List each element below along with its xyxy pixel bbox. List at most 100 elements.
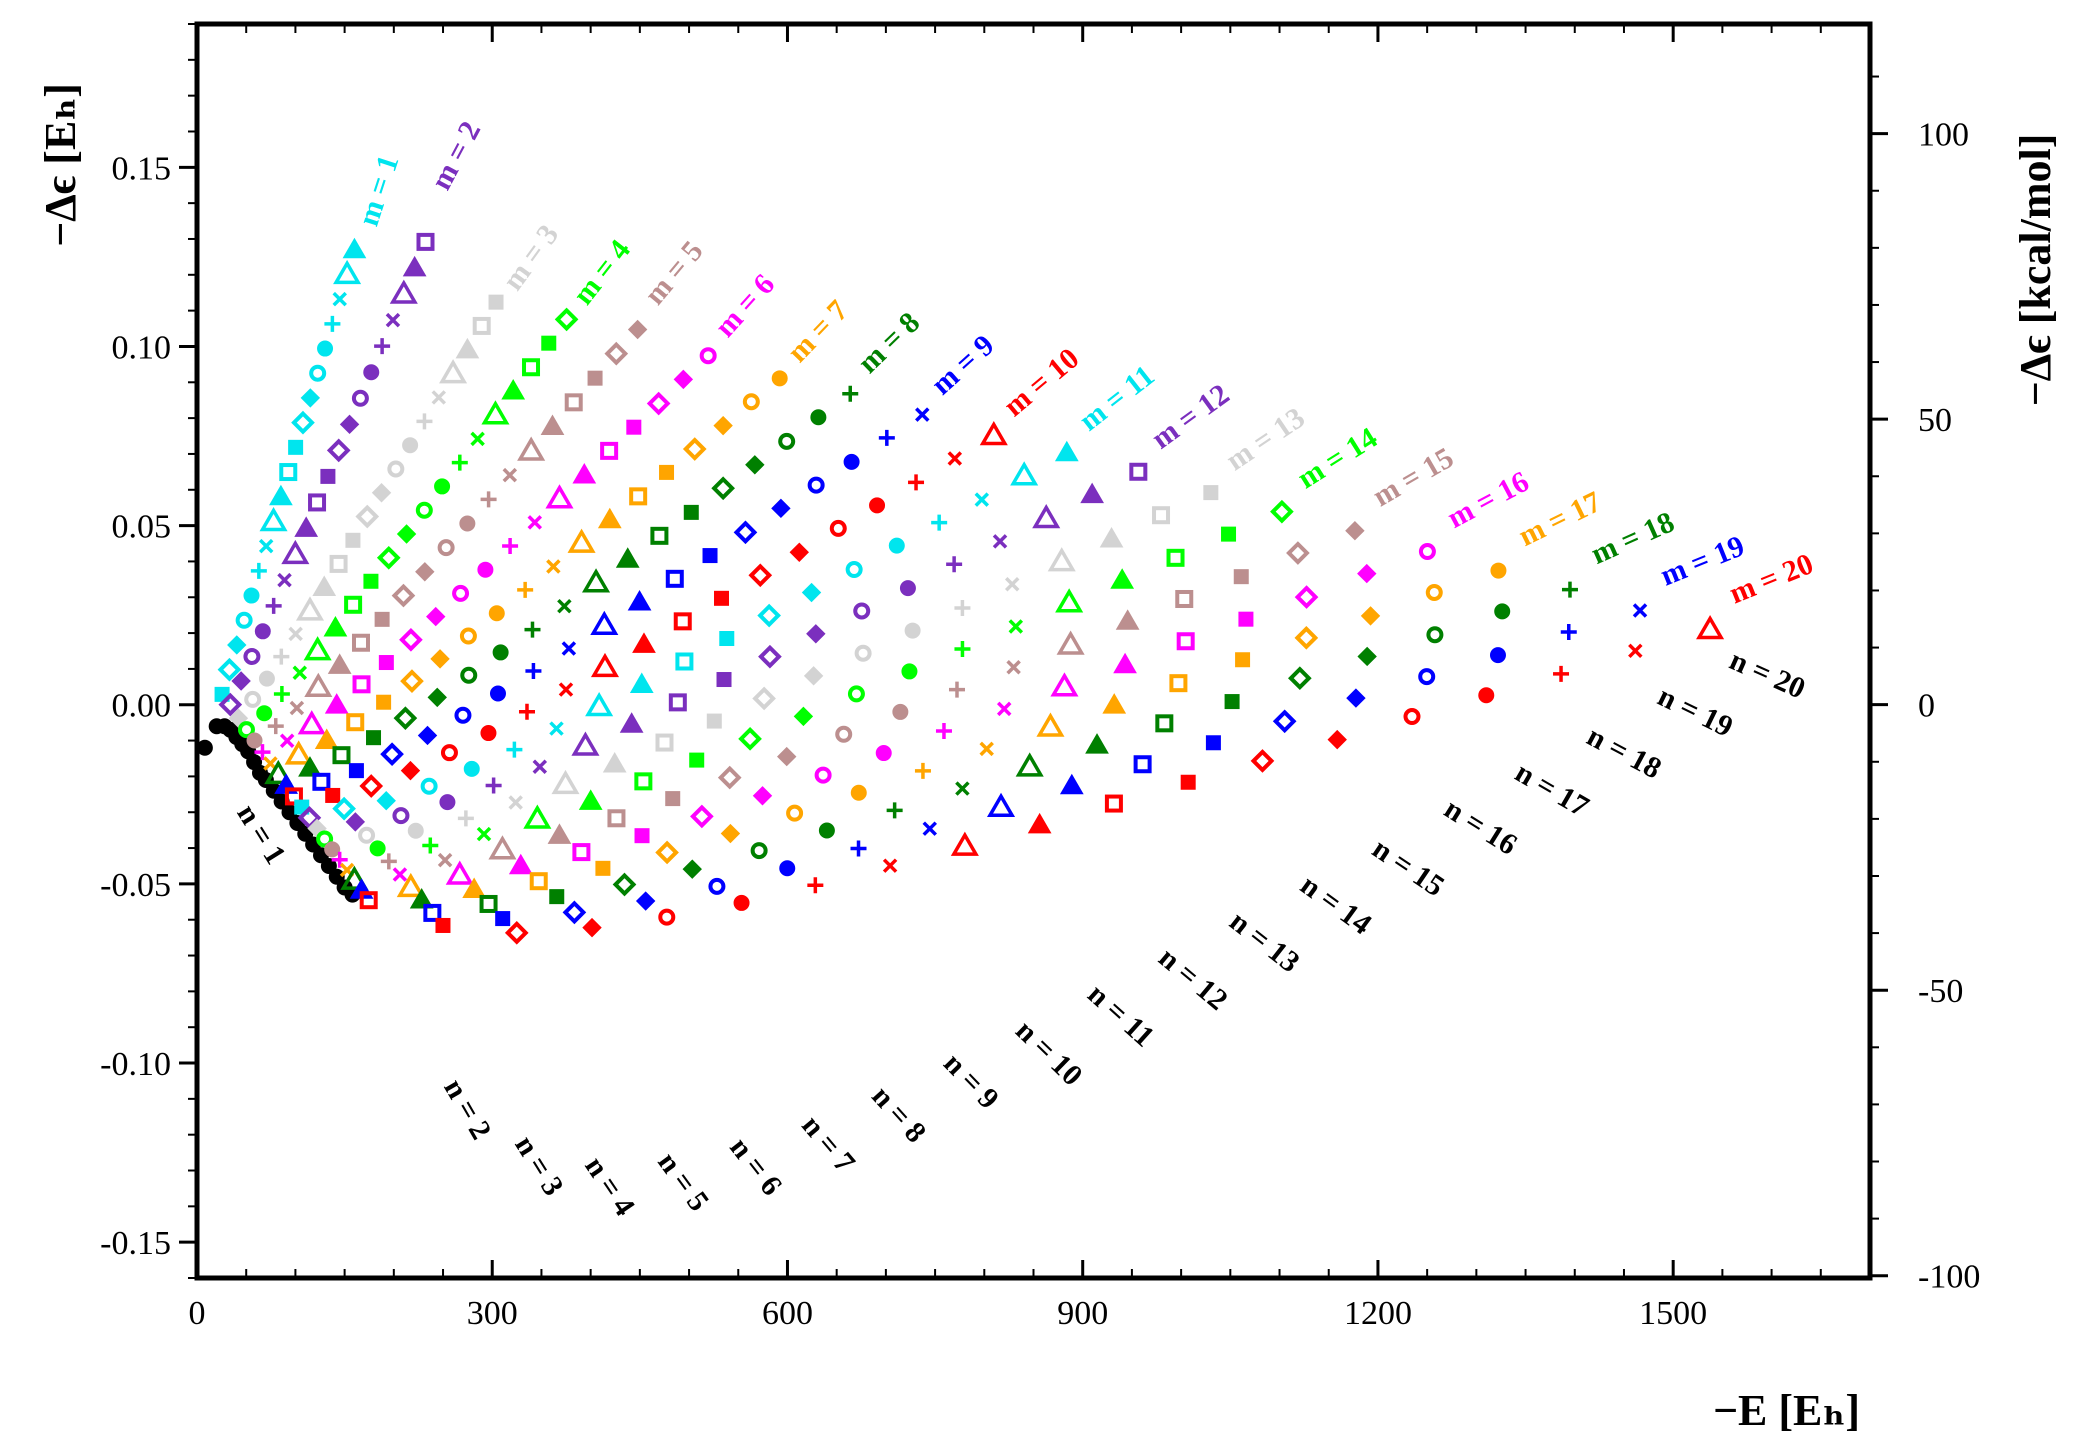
data-point-m17-n14 (1102, 693, 1127, 714)
data-point-m8-n6 (393, 706, 418, 731)
data-point-m6-n6 (352, 675, 371, 694)
data-point-m17-n11 (914, 762, 931, 779)
data-point-m17-n16 (1235, 652, 1251, 668)
data-point-m10-n14 (748, 563, 773, 588)
data-point-m1-n19 (333, 259, 362, 285)
data-point-m19-n11 (986, 792, 1016, 817)
data-point-m7-n6 (376, 694, 392, 710)
data-point-m3-n17 (439, 359, 468, 384)
data-point-m4-n10 (376, 545, 401, 570)
data-point-m12-n3 (345, 812, 366, 832)
data-point-m9-n12 (627, 590, 652, 611)
data-point-m14-n5 (476, 826, 492, 842)
data-point-m17-n18 (1360, 606, 1381, 626)
data-point-m13-n11 (752, 686, 776, 711)
data-point-m1-n7 (250, 562, 267, 579)
data-point-m5-n11 (437, 539, 455, 557)
data-point-m11-n9 (585, 692, 614, 717)
data-point-m15-n8 (665, 791, 681, 807)
data-point-m18-n15 (1224, 694, 1240, 710)
y-right-tick-label: 0 (1918, 688, 1935, 725)
data-point-m2-n18 (389, 279, 418, 304)
m-label-4: m = 4 (567, 234, 637, 311)
data-point-m18-n8 (750, 842, 768, 860)
x-tick-label: 300 (467, 1295, 518, 1332)
data-point-m15-n13 (948, 681, 965, 698)
data-point-m7-n13 (567, 528, 596, 553)
data-point-m6-n4 (297, 710, 326, 735)
data-point-m1-n6 (243, 587, 260, 604)
data-point-m16-n18 (1294, 585, 1319, 609)
m-label-3: m = 3 (496, 219, 565, 297)
data-point-m20-n15 (1327, 729, 1347, 750)
n-label-20: n = 20 (1725, 643, 1810, 705)
data-point-m12-n5 (439, 794, 456, 811)
data-point-m20-n3 (435, 917, 451, 933)
data-point-m6-n17 (626, 419, 642, 435)
data-point-m5-n5 (304, 672, 333, 698)
data-point-m11-n15 (845, 561, 863, 579)
n-label-12: n = 12 (1152, 941, 1234, 1017)
data-point-m8-n9 (492, 644, 509, 661)
data-point-m1-n8 (258, 538, 274, 554)
data-point-m16-n7 (634, 828, 650, 844)
data-point-m9-n6 (417, 725, 438, 746)
data-point-m14-n12 (847, 685, 865, 703)
y-left-tick-label: 0.00 (112, 688, 172, 725)
data-point-m1-n11 (279, 463, 298, 482)
x-tick-label: 0 (189, 1295, 206, 1332)
data-point-m16-n19 (1357, 563, 1377, 584)
data-point-m2-n8 (281, 539, 310, 565)
data-point-m11-n4 (376, 791, 396, 811)
data-point-m4-n8 (344, 595, 363, 614)
data-point-m9-n16 (771, 498, 791, 519)
data-point-m11-n10 (629, 672, 654, 693)
n-label-16: n = 16 (1439, 792, 1523, 862)
data-point-m17-n6 (595, 860, 611, 876)
x-tick-label: 1500 (1639, 1295, 1707, 1332)
data-point-m16-n6 (572, 843, 591, 862)
data-point-m17-n13 (1036, 712, 1065, 737)
n-label-14: n = 14 (1294, 868, 1377, 941)
data-point-m6-n7 (378, 655, 394, 671)
data-point-m1-n20 (342, 237, 367, 259)
data-point-m20-n13 (1180, 774, 1196, 790)
data-point-m20-n12 (1104, 794, 1123, 813)
data-point-m15-n18 (1233, 569, 1249, 585)
data-point-m18-n5 (549, 889, 565, 905)
data-point-m16-n16 (1176, 632, 1195, 651)
data-point-m17-n7 (655, 840, 679, 865)
data-point-m4-n12 (415, 501, 433, 519)
data-point-m7-n3 (284, 740, 313, 765)
data-point-m5-n12 (459, 515, 476, 532)
data-point-m10-n12 (673, 612, 692, 631)
data-point-m15-n4 (437, 852, 453, 868)
data-point-m4-n2 (237, 721, 255, 739)
data-point-m11-n20 (1054, 440, 1079, 462)
data-point-m4-n6 (303, 636, 332, 661)
data-point-m1-n5 (235, 611, 253, 629)
data-point-m14-n6 (523, 804, 552, 829)
data-point-m5-n3 (267, 718, 284, 735)
data-point-m13-n14 (904, 622, 921, 639)
data-point-m4-n5 (292, 665, 308, 680)
data-point-m7-n20 (771, 370, 788, 387)
y-left-tick-label: -0.05 (100, 867, 171, 904)
data-point-m13-n8 (602, 752, 627, 773)
data-point-m7-n5 (346, 713, 365, 732)
y-left-tick-label: 0.05 (112, 509, 172, 546)
data-point-m10-n6 (440, 744, 458, 762)
m-label-10: m = 10 (997, 342, 1085, 423)
data-point-m20-n18 (1553, 665, 1570, 682)
data-point-m20-n10 (950, 831, 979, 856)
data-point-n1 (328, 868, 345, 885)
data-point-m10-n5 (400, 760, 421, 781)
data-point-m18-n6 (612, 872, 637, 897)
data-point-m20-n7 (733, 894, 750, 911)
m-label-1: m = 1 (352, 151, 406, 230)
data-point-m16-n13 (996, 701, 1012, 717)
data-point-m16-n20 (1418, 543, 1436, 561)
data-point-m18-n11 (955, 781, 970, 796)
data-point-m19-n20 (1632, 603, 1648, 618)
